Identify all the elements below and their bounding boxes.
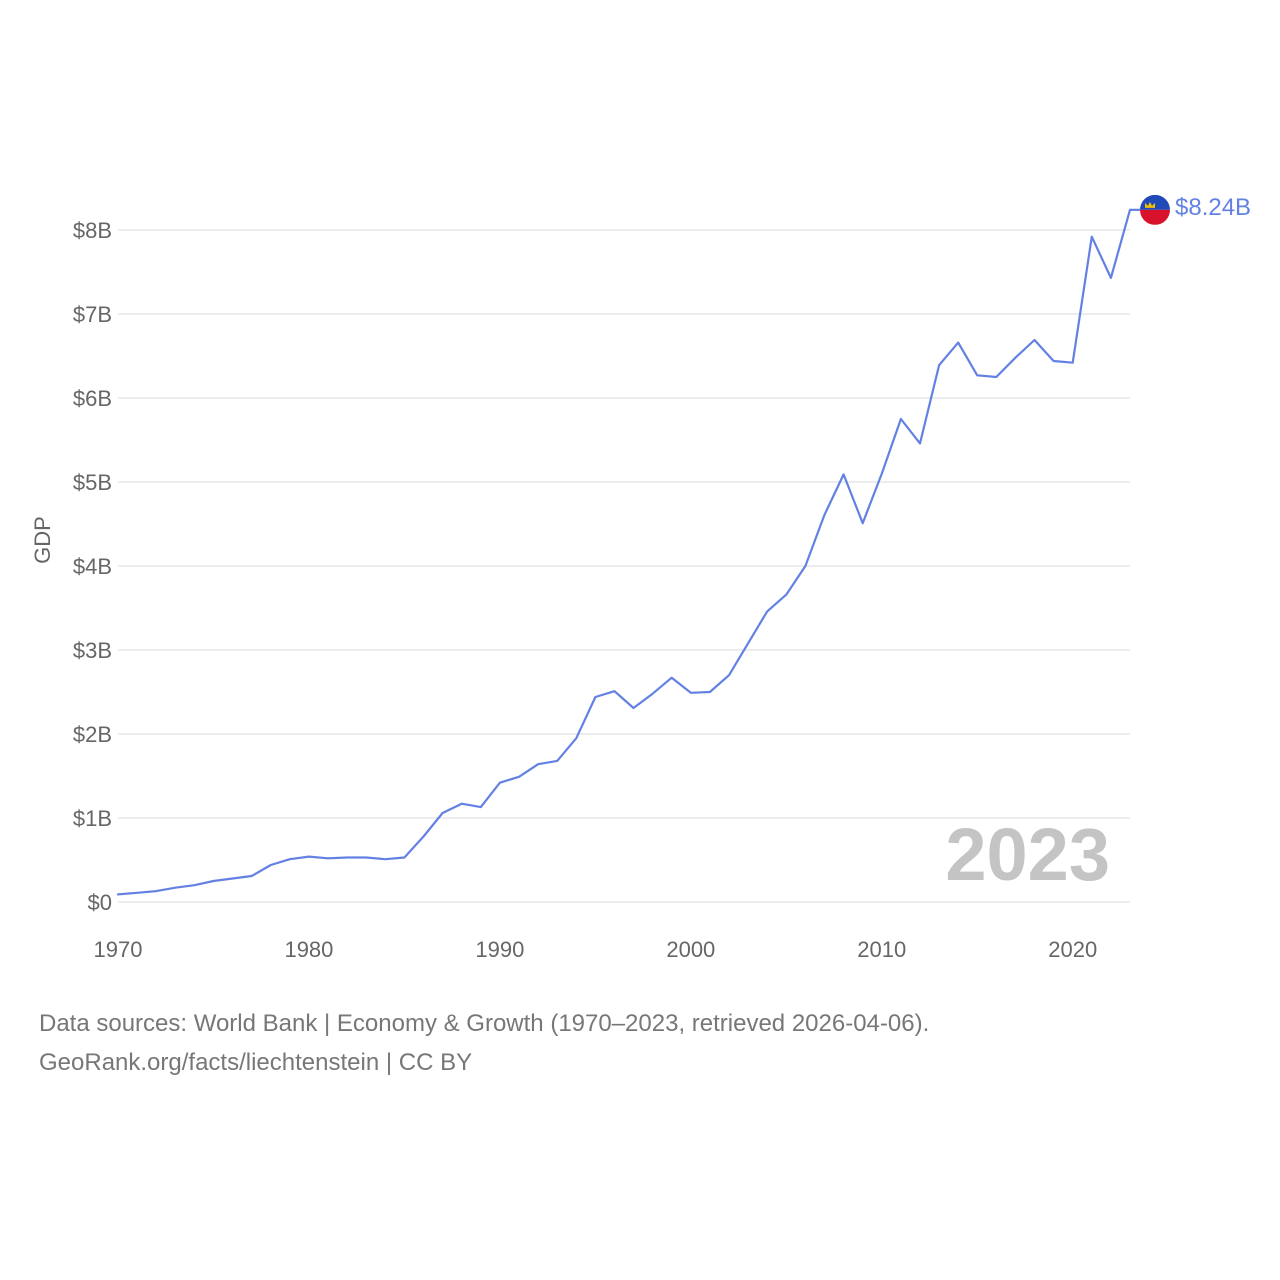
y-tick-label: $0 (88, 890, 112, 915)
x-tick-label: 2020 (1048, 937, 1097, 962)
gridlines (118, 229, 1130, 903)
x-tick-label: 1970 (94, 937, 143, 962)
x-tick-label: 1980 (284, 937, 333, 962)
flag-bottom-band (1140, 209, 1170, 225)
x-tick-label: 2010 (857, 937, 906, 962)
x-axis: 1970 1980 1990 2000 2010 2020 (94, 937, 1098, 962)
footer-attribution: GeoRank.org/facts/liechtenstein | CC BY (39, 1049, 473, 1076)
footer-sources: Data sources: World Bank | Economy & Gro… (39, 1010, 930, 1037)
gdp-line-chart: $0 $1B $2B $3B $4B $5B $6B $7B $8B 1970 1980 1990 2… (30, 194, 1251, 962)
current-year-watermark: 2023 (945, 813, 1110, 896)
x-tick-label: 1990 (475, 937, 524, 962)
series-line (116, 208, 1132, 896)
y-tick-label: $8B (73, 218, 112, 243)
y-tick-label: $1B (73, 806, 112, 831)
y-tick-label: $3B (73, 638, 112, 663)
y-tick-label: $7B (73, 302, 112, 327)
y-tick-label: $6B (73, 386, 112, 411)
y-tick-label: $5B (73, 470, 112, 495)
footer: Data sources: World Bank | Economy & Gro… (39, 1004, 929, 1082)
end-value-label: $8.24B (1175, 194, 1251, 221)
crown-icon (1145, 201, 1155, 208)
liechtenstein-flag-icon (1140, 194, 1170, 225)
y-tick-label: $2B (73, 722, 112, 747)
y-tick-label: $4B (73, 554, 112, 579)
flag-body (1140, 194, 1170, 225)
series-layer (116, 208, 1140, 896)
y-axis-title: GDP (30, 516, 55, 564)
x-tick-label: 2000 (666, 937, 715, 962)
y-axis: $0 $1B $2B $3B $4B $5B $6B $7B $8B (73, 218, 112, 915)
